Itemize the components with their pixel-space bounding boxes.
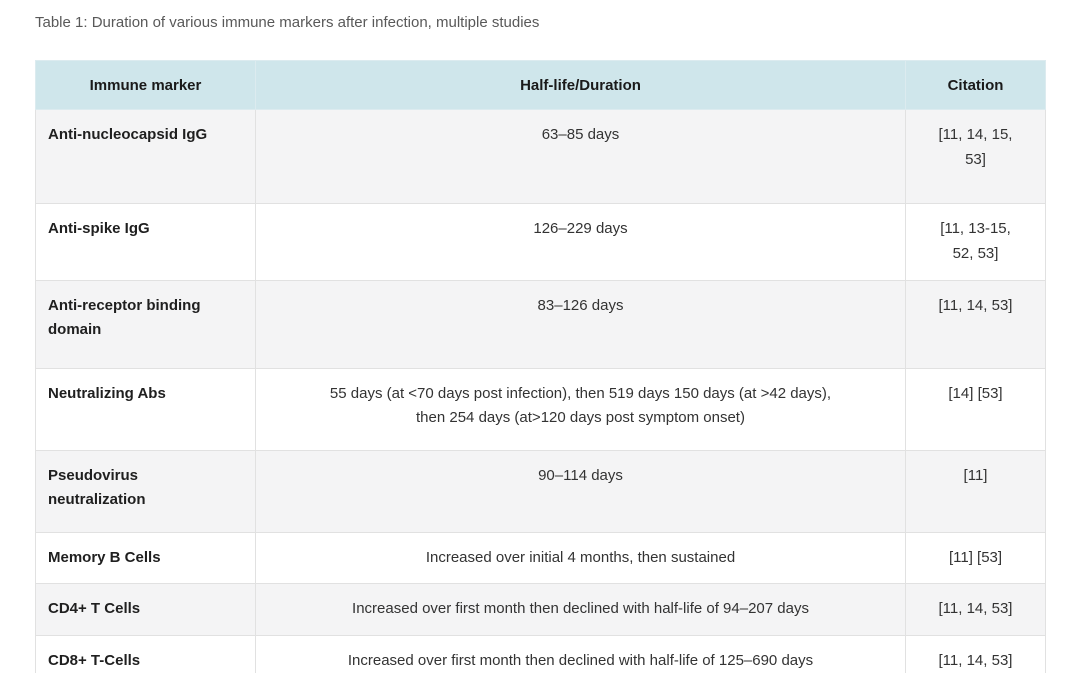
table-row: CD8+ T-Cells Increased over first month … [35,635,1046,673]
citation-text: [11, 13-15, 52, 53] [940,220,1011,262]
duration-cell: 90–114 days [255,449,906,533]
table-row: Anti-receptor binding domain 83–126 days… [35,279,1046,369]
table-row: Neutralizing Abs 55 days (at <70 days po… [35,367,1046,451]
citation-text: [11, 14, 53] [938,652,1013,669]
duration-cell: 83–126 days [255,279,906,369]
column-header-citation: Citation [905,60,1046,110]
header-row: Immune marker Half-life/Duration Citatio… [35,60,1046,110]
citation-cell: [11, 14, 53] [905,583,1046,636]
citation-cell: [14] [53] [905,367,1046,451]
table-row: Anti-nucleocapsid IgG 63–85 days [11, 14… [35,109,1046,204]
citation-text: [11, 14, 15, 53] [938,126,1013,168]
table-row: Pseudovirus neutralization 90–114 days [… [35,449,1046,533]
citation-cell: [11] [905,449,1046,533]
column-header-half-life-duration: Half-life/Duration [255,60,906,110]
table-row: Anti-spike IgG 126–229 days [11, 13-15, … [35,203,1046,281]
column-header-immune-marker: Immune marker [35,60,256,110]
citation-text: [14] [53] [948,384,1003,402]
marker-cell: Neutralizing Abs [35,367,256,451]
citation-text: [11, 14, 53] [938,296,1013,314]
citation-text: [11] [963,466,988,484]
citation-cell: [11, 14, 53] [905,279,1046,369]
marker-cell: Memory B Cells [35,531,256,585]
duration-cell: 55 days (at <70 days post infection), th… [255,367,906,451]
duration-cell: 63–85 days [255,109,906,204]
marker-cell: CD8+ T-Cells [35,635,256,673]
immune-markers-table: Immune marker Half-life/Duration Citatio… [35,60,1046,673]
duration-cell: Increased over initial 4 months, then su… [255,531,906,585]
citation-cell: [11, 14, 15, 53] [905,109,1046,204]
citation-cell: [11, 14, 53] [905,635,1046,673]
duration-cell: Increased over first month then declined… [255,583,906,636]
marker-cell: Anti-spike IgG [35,203,256,281]
citation-text: [11, 14, 53] [938,600,1013,618]
table-row: CD4+ T Cells Increased over first month … [35,583,1046,636]
table-body: Anti-nucleocapsid IgG 63–85 days [11, 14… [35,109,1046,673]
table-header: Immune marker Half-life/Duration Citatio… [35,60,1046,110]
marker-cell: Anti-receptor binding domain [35,279,256,369]
duration-cell: Increased over first month then declined… [255,635,906,673]
citation-cell: [11, 13-15, 52, 53] [905,203,1046,281]
table-caption: Table 1: Duration of various immune mark… [35,14,540,31]
duration-cell: 126–229 days [255,203,906,281]
citation-cell: [11] [53] [905,531,1046,585]
marker-cell: CD4+ T Cells [35,583,256,636]
marker-cell: Pseudovirus neutralization [35,449,256,533]
table-row: Memory B Cells Increased over initial 4 … [35,531,1046,585]
citation-text: [11] [53] [948,548,1003,566]
marker-cell: Anti-nucleocapsid IgG [35,109,256,204]
